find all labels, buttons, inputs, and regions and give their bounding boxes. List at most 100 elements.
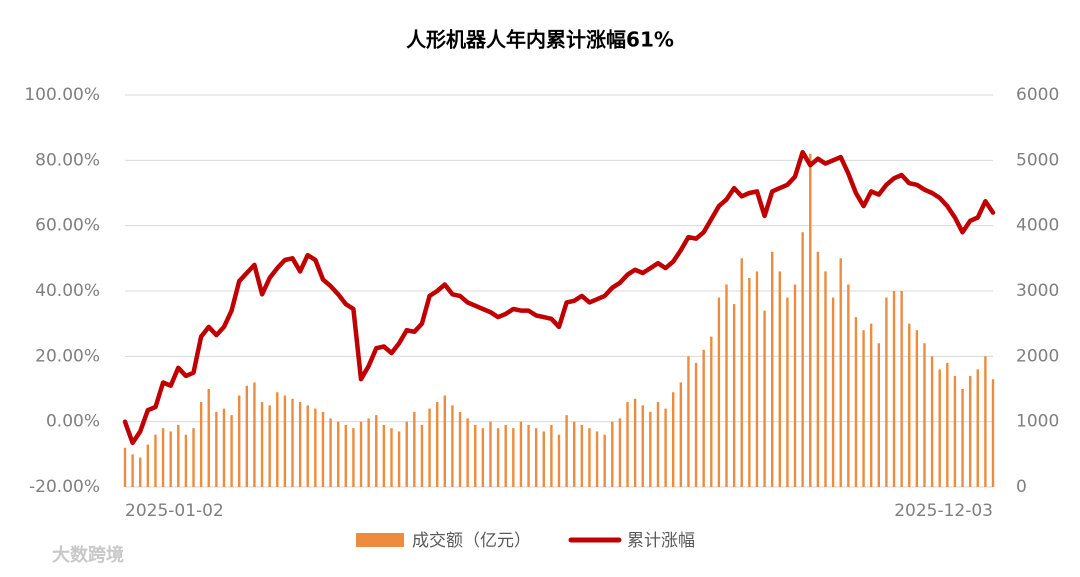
bar <box>238 395 241 487</box>
bar <box>793 284 797 487</box>
y2-tick-label: 3000 <box>1016 281 1059 301</box>
bar <box>169 431 172 487</box>
bar <box>352 428 355 487</box>
bar <box>131 454 134 487</box>
bar <box>306 405 309 487</box>
bar <box>192 428 195 487</box>
bar <box>253 382 256 487</box>
y2-tick-label: 6000 <box>1016 85 1059 105</box>
y-tick-label: 100.00% <box>24 85 100 105</box>
bar <box>382 424 386 487</box>
bar <box>824 271 827 487</box>
bar <box>649 411 652 487</box>
bar <box>428 408 431 487</box>
bar <box>679 382 683 487</box>
bar <box>885 297 888 487</box>
bar <box>359 421 363 487</box>
bar <box>276 392 279 487</box>
bar <box>177 424 180 487</box>
bar <box>641 405 644 487</box>
bar <box>466 418 469 487</box>
bar <box>580 424 584 487</box>
line <box>122 149 996 446</box>
bar <box>588 428 591 487</box>
watermark: 大数跨境 <box>52 544 124 566</box>
bar <box>786 297 789 487</box>
y-tick-label: 80.00% <box>35 150 100 170</box>
bar <box>862 330 865 487</box>
bar <box>778 271 782 487</box>
bar <box>877 343 880 487</box>
bar <box>687 356 690 487</box>
bar <box>260 402 264 487</box>
bar <box>869 323 873 487</box>
bar <box>633 398 637 487</box>
bar <box>413 411 416 487</box>
bar <box>154 434 157 487</box>
bar <box>496 428 500 487</box>
bar <box>557 434 561 487</box>
bar <box>474 424 477 487</box>
bar <box>481 428 485 487</box>
bar <box>740 258 743 487</box>
bar <box>397 431 401 487</box>
bar <box>420 424 424 487</box>
bar <box>770 251 774 487</box>
bar <box>443 395 446 487</box>
bar <box>367 418 370 487</box>
bar <box>816 251 820 487</box>
bar <box>763 310 766 487</box>
bar <box>908 323 911 487</box>
legend-label: 累计涨幅 <box>627 531 695 551</box>
bar <box>626 402 629 487</box>
bar <box>298 402 302 487</box>
y2-tick-label: 1000 <box>1016 412 1059 432</box>
bar <box>923 343 926 487</box>
bar <box>199 402 203 487</box>
bar <box>664 408 667 487</box>
bar <box>512 428 515 487</box>
bar <box>702 349 705 487</box>
y2-tick-label: 4000 <box>1016 216 1059 236</box>
bar <box>611 421 614 487</box>
bar <box>809 153 812 488</box>
x-tick-label: 2025-12-03 <box>894 501 993 521</box>
bar <box>146 444 150 487</box>
bar <box>230 415 233 487</box>
bar <box>717 297 721 487</box>
bar <box>984 356 987 487</box>
bar <box>991 379 995 487</box>
bar <box>938 369 941 487</box>
bar <box>725 284 728 487</box>
bar <box>489 421 492 487</box>
bar <box>847 284 850 487</box>
bar <box>139 457 142 487</box>
bar <box>694 362 698 487</box>
y-tick-label: 20.00% <box>35 346 100 366</box>
bar <box>603 434 606 487</box>
y-tick-label: 40.00% <box>35 281 100 301</box>
bar <box>732 304 736 487</box>
bar <box>245 385 249 487</box>
bar <box>839 258 842 487</box>
bar <box>390 428 393 487</box>
x-tick-label: 2025-01-02 <box>125 501 224 521</box>
bar <box>915 330 919 487</box>
bar <box>527 424 530 487</box>
bar <box>755 271 759 487</box>
bar <box>573 421 576 487</box>
bar <box>321 411 325 487</box>
legend-swatch <box>356 533 404 547</box>
bar <box>336 421 340 487</box>
bar <box>405 421 408 487</box>
bar <box>534 428 538 487</box>
legend-label: 成交额（亿元） <box>412 531 531 551</box>
bar <box>375 415 378 487</box>
bar <box>329 418 332 487</box>
bar <box>215 411 218 487</box>
bar <box>900 291 903 487</box>
y-tick-label: -20.00% <box>29 477 100 497</box>
bar <box>268 405 271 487</box>
bar <box>207 389 210 487</box>
